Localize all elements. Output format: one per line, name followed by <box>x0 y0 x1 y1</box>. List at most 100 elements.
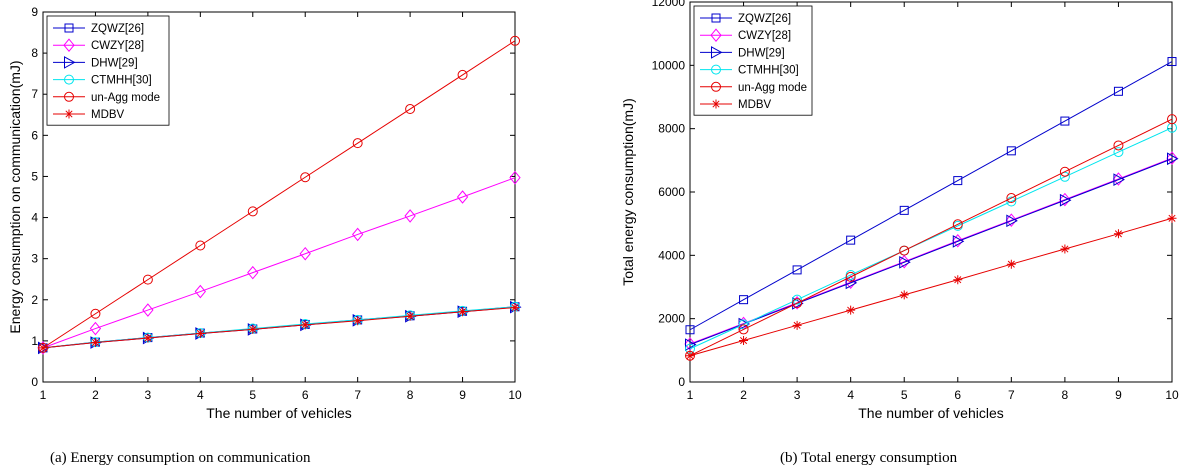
b-point-zqwz-26-4 <box>846 235 856 245</box>
b-line-zqwz-26 <box>689 61 1173 331</box>
b-point-un-agg-mode-2 <box>738 324 749 335</box>
a-point-mdbv-10 <box>510 303 520 313</box>
a-xtick-label-3: 3 <box>145 388 152 402</box>
b-xtick-label-7: 7 <box>1008 388 1015 402</box>
a-line-cwzy-28 <box>42 177 516 349</box>
a-point-un-agg-mode-5 <box>247 206 258 217</box>
b-point-ctmhh-30-9 <box>1113 147 1124 158</box>
b-legend-marker-zqwz-26 <box>711 13 721 23</box>
b-xtick-label-1: 1 <box>687 388 694 402</box>
b-point-un-agg-mode-10 <box>1167 114 1177 125</box>
b-ytick-label-4000: 4000 <box>658 248 685 262</box>
b-point-zqwz-26-6 <box>953 176 963 186</box>
b-point-mdbv-7 <box>1006 259 1016 269</box>
b-point-cwzy-28-1 <box>684 337 696 351</box>
a-series-mdbv <box>38 303 520 353</box>
a-point-cwzy-28-4 <box>194 284 206 299</box>
a-point-un-agg-mode-10 <box>510 35 520 46</box>
b-point-ctmhh-30-2 <box>738 319 749 330</box>
a-series-cwzy-28 <box>37 170 521 355</box>
b-point-zqwz-26-5 <box>899 205 909 215</box>
a-ytick-label-2: 2 <box>31 293 38 307</box>
b-point-zqwz-26-2 <box>739 295 749 305</box>
a-legend-label-cwzy-28: CWZY[28] <box>91 40 144 52</box>
b-point-mdbv-1 <box>685 351 695 361</box>
b-yaxis-label: Total energy consumption(mJ) <box>620 98 636 286</box>
a-point-mdbv-2 <box>90 338 100 348</box>
a-legend-marker-un-agg-mode <box>64 91 74 102</box>
a-ytick-label-7: 7 <box>31 87 38 101</box>
b-series-dhw-29 <box>685 152 1179 351</box>
b-point-mdbv-10 <box>1167 213 1177 223</box>
b-point-un-agg-mode-4 <box>845 271 856 282</box>
b-legend-marker-ctmhh-30 <box>711 64 721 75</box>
b-legend-marker-dhw-29 <box>711 46 723 59</box>
a-point-cwzy-28-5 <box>247 265 259 280</box>
b-point-mdbv-4 <box>846 305 856 315</box>
a-legend-box <box>46 15 170 126</box>
b-point-ctmhh-30-8 <box>1059 171 1070 182</box>
a-point-mdbv-5 <box>248 324 258 334</box>
caption-b: (b) Total energy consumption <box>780 450 958 466</box>
a-ytick-label-0: 0 <box>31 375 38 389</box>
b-point-zqwz-26-3 <box>792 265 802 275</box>
a-legend-label-zqwz-26: ZQWZ[26] <box>91 23 144 35</box>
a-point-cwzy-28-8 <box>404 209 416 223</box>
a-point-un-agg-mode-6 <box>300 172 311 183</box>
b-point-dhw-29-7 <box>1006 214 1018 228</box>
b-point-mdbv-8 <box>1060 244 1070 254</box>
a-yaxis-label: Energy consumption on communication(mJ) <box>7 60 23 333</box>
b-point-dhw-29-5 <box>899 255 911 269</box>
b-point-dhw-29-6 <box>952 235 965 248</box>
a-point-mdbv-1 <box>38 343 48 353</box>
a-xtick-label-1: 1 <box>40 388 47 402</box>
a-legend-marker-ctmhh-30 <box>64 74 74 85</box>
b-point-ctmhh-30-7 <box>1006 196 1017 207</box>
a-point-un-agg-mode-9 <box>457 69 468 80</box>
a-xtick-label-9: 9 <box>459 388 466 402</box>
a-point-cwzy-28-7 <box>352 227 364 242</box>
chart-total-energy: 1 2 3 4 5 6 7 8 9 10 0 2000 4000 6000 8000 10000 12000 Th… <box>620 0 1179 421</box>
b-legend: ZQWZ[26] CWZY[28] DHW[29] CTMHH[30] un-Agg m… <box>693 5 813 116</box>
a-point-cwzy-28-2 <box>89 321 102 336</box>
a-point-un-agg-mode-3 <box>142 274 153 285</box>
b-series-zqwz-26 <box>685 57 1177 335</box>
b-ytick-label-12000: 12000 <box>652 0 686 9</box>
a-line-un-agg-mode <box>42 40 516 349</box>
b-xtick-label-10: 10 <box>1165 388 1179 402</box>
b-point-dhw-29-4 <box>845 276 858 290</box>
caption-a: (a) Energy consumption on communication <box>50 450 311 466</box>
b-point-un-agg-mode-7 <box>1006 193 1017 204</box>
b-series-un-agg-mode <box>685 114 1177 361</box>
b-series-mdbv <box>685 213 1177 361</box>
b-point-dhw-29-8 <box>1059 193 1072 207</box>
b-legend-label-zqwz-26: ZQWZ[26] <box>738 13 791 25</box>
b-line-cwzy-28 <box>689 157 1173 345</box>
b-point-mdbv-5 <box>899 290 909 300</box>
a-legend-label-ctmhh-30: CTMHH[30] <box>91 75 152 87</box>
b-xtick-label-4: 4 <box>847 388 854 402</box>
b-legend-label-dhw-29: DHW[29] <box>738 47 785 59</box>
a-point-cwzy-28-9 <box>456 190 469 204</box>
a-xaxis-label: The number of vehicles <box>206 405 352 421</box>
a-xtick-label-10: 10 <box>508 388 522 402</box>
a-legend-marker-cwzy-28 <box>63 38 75 52</box>
a-xtick-label-7: 7 <box>354 388 361 402</box>
b-point-un-agg-mode-9 <box>1113 140 1124 151</box>
b-ytick-label-0: 0 <box>678 375 685 389</box>
b-point-dhw-29-10 <box>1167 152 1179 166</box>
b-line-mdbv <box>689 217 1173 357</box>
b-xtick-label-8: 8 <box>1062 388 1069 402</box>
b-point-zqwz-26-10 <box>1167 57 1177 67</box>
b-ytick-label-8000: 8000 <box>658 122 685 136</box>
b-point-zqwz-26-9 <box>1113 86 1123 96</box>
b-ytick-label-6000: 6000 <box>658 185 685 199</box>
a-point-cwzy-28-10 <box>509 170 521 185</box>
b-point-mdbv-6 <box>953 275 963 285</box>
b-point-mdbv-9 <box>1113 229 1123 239</box>
a-legend-label-mdbv: MDBV <box>91 109 125 121</box>
b-xtick-label-2: 2 <box>740 388 747 402</box>
a-point-un-agg-mode-7 <box>352 138 363 149</box>
a-point-mdbv-9 <box>458 307 468 317</box>
